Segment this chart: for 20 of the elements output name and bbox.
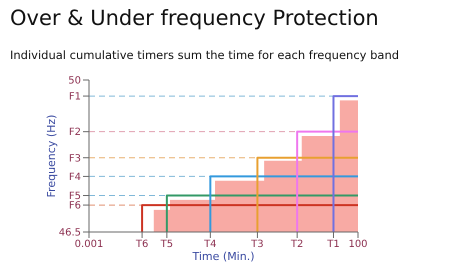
x-tick-label: T3 <box>250 239 264 250</box>
y-tick-label: 50 <box>68 76 81 87</box>
y-tick-label: F1 <box>68 92 81 103</box>
y-axis-title: Frequency (Hz) <box>44 114 58 198</box>
y-tick-label: F6 <box>68 200 81 212</box>
y-tick-label: F5 <box>68 191 81 202</box>
x-tick-label: T5 <box>160 239 174 250</box>
x-tick-label: T2 <box>290 239 304 250</box>
y-tick-label: F4 <box>68 172 81 183</box>
x-tick-label: T4 <box>203 239 217 250</box>
chart-subtitle: Individual cumulative timers sum the time for each frequency band <box>10 48 400 62</box>
x-tick-label: T6 <box>134 239 148 250</box>
y-tick-label: 46.5 <box>58 228 81 239</box>
y-tick-label: F3 <box>68 153 81 164</box>
x-axis-title: Time (Min.) <box>191 250 255 263</box>
x-tick-label: 0.001 <box>74 239 104 250</box>
x-tick-label: T1 <box>326 239 340 250</box>
x-tick-label: 100 <box>348 239 368 250</box>
y-tick-label: F2 <box>68 127 81 138</box>
chart-title: Over & Under frequency Protection <box>10 6 379 30</box>
